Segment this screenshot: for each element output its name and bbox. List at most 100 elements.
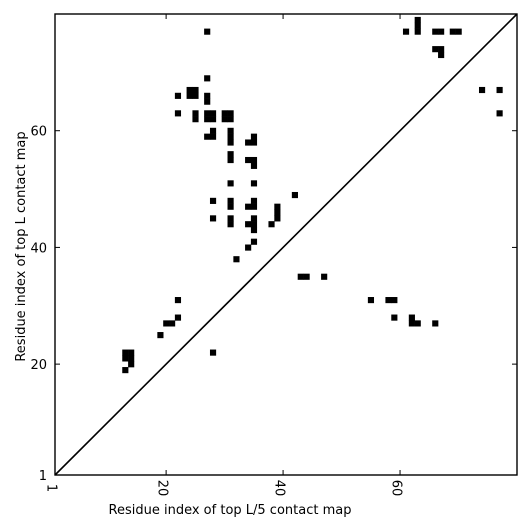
- contact-cell: [432, 46, 439, 53]
- contact-cell: [303, 273, 310, 280]
- y-tick-label: 1: [39, 469, 47, 484]
- contact-cell: [204, 75, 211, 82]
- contact-cell: [367, 297, 375, 304]
- contact-cell: [227, 197, 234, 204]
- contact-cell: [169, 320, 176, 327]
- contact-cell: [250, 133, 258, 140]
- contact-cell: [297, 273, 304, 280]
- contact-cell: [250, 226, 258, 234]
- x-tick-label: 20: [155, 480, 170, 497]
- contact-cell: [250, 162, 258, 169]
- contact-cell: [432, 28, 439, 35]
- contact-cell: [250, 156, 258, 164]
- contact-cell: [227, 221, 234, 228]
- y-axis-label: Residue index of top L contact map: [14, 131, 29, 361]
- contact-cell: [204, 98, 211, 105]
- contact-cell: [227, 116, 234, 123]
- contact-cell: [163, 320, 170, 327]
- contact-cell: [250, 139, 258, 146]
- contact-cell: [209, 215, 217, 222]
- contact-cell: [245, 139, 252, 146]
- contact-cell: [274, 215, 281, 222]
- contact-cell: [227, 110, 234, 117]
- contact-cell: [414, 320, 421, 327]
- y-tick-label: 60: [30, 125, 47, 140]
- tick-labels: 1 20 40 60 1 20 40 60: [30, 125, 403, 497]
- contact-cell: [221, 116, 228, 123]
- contact-cell: [209, 116, 217, 123]
- contact-cell: [227, 127, 234, 134]
- contact-cell: [391, 297, 398, 304]
- contact-cell: [245, 244, 252, 251]
- contact-cell: [227, 156, 234, 164]
- contact-cell: [204, 28, 211, 35]
- y-tick-label: 40: [30, 241, 47, 256]
- contact-cell: [192, 116, 199, 123]
- contact-cell: [204, 92, 211, 99]
- contact-cell: [227, 180, 234, 187]
- contact-cells: [122, 16, 503, 374]
- contact-cell: [438, 28, 445, 35]
- axis-ticks: [54, 14, 517, 476]
- contact-cell: [245, 221, 252, 228]
- contact-cell: [268, 221, 275, 228]
- contact-cell: [209, 349, 217, 356]
- contact-cell: [291, 191, 298, 199]
- contact-cell: [192, 86, 199, 94]
- contact-cell: [414, 16, 421, 24]
- contact-cell: [128, 361, 135, 368]
- contact-cell: [408, 320, 415, 327]
- contact-cell: [432, 320, 439, 327]
- diagonal-line: [54, 13, 518, 476]
- contact-cell: [438, 51, 445, 59]
- contact-cell: [250, 203, 258, 210]
- contact-cell: [227, 133, 234, 140]
- contact-cell: [227, 215, 234, 222]
- x-axis-label: Residue index of top L/5 contact map: [109, 503, 352, 518]
- contact-cell: [250, 238, 258, 245]
- contact-cell: [192, 110, 199, 117]
- contact-cell: [227, 151, 234, 158]
- contact-cell: [385, 297, 392, 304]
- contact-cell: [186, 86, 193, 94]
- contact-cell: [122, 355, 129, 362]
- x-tick-label: 60: [389, 480, 404, 497]
- contact-cell: [122, 367, 129, 374]
- contact-cell: [204, 116, 211, 123]
- contact-cell: [221, 110, 228, 117]
- contact-cell: [274, 209, 281, 216]
- contact-cell: [192, 92, 199, 99]
- contact-cell: [250, 197, 258, 204]
- contact-cell: [174, 92, 182, 99]
- y-tick-label: 20: [30, 358, 47, 373]
- contact-cell: [174, 314, 182, 321]
- contact-cell: [402, 28, 410, 35]
- plot-frame: [54, 13, 518, 476]
- contact-cell: [174, 110, 182, 117]
- contact-cell: [186, 92, 193, 99]
- contact-cell: [449, 28, 456, 35]
- contact-cell: [128, 355, 135, 362]
- contact-cell: [455, 28, 462, 35]
- contact-cell: [274, 203, 281, 210]
- x-tick-label: 40: [272, 480, 287, 497]
- contact-cell: [496, 86, 503, 94]
- contact-cell: [496, 110, 503, 117]
- contact-cell: [233, 256, 240, 263]
- contact-cell: [391, 314, 398, 321]
- contact-cell: [157, 332, 164, 339]
- contact-cell: [250, 221, 258, 228]
- contact-cell: [321, 273, 328, 280]
- contact-cell: [250, 180, 258, 187]
- contact-cell: [122, 349, 129, 356]
- contact-cell: [414, 22, 421, 29]
- contact-cell: [245, 203, 252, 210]
- contact-cell: [227, 203, 234, 210]
- contact-cell: [209, 197, 217, 204]
- x-tick-label: 1: [44, 484, 59, 492]
- contact-cell: [204, 133, 211, 140]
- contact-cell: [204, 110, 211, 117]
- contact-cell: [408, 314, 415, 321]
- contact-cell: [209, 127, 217, 134]
